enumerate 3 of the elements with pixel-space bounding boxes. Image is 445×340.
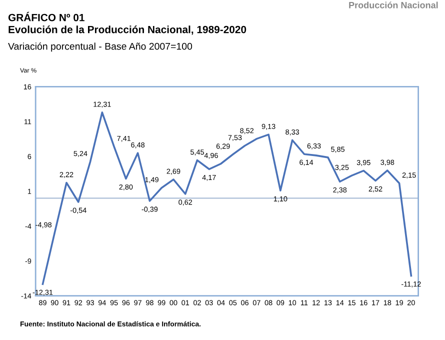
- chart-subtitle: Variación porcentual - Base Año 2007=100: [8, 42, 192, 52]
- text: Producción Nacional: [349, 2, 438, 8]
- chart-title: GRÁFICO Nº 01 Evolución de la Producción Nacional, 1989-2020: [8, 12, 246, 35]
